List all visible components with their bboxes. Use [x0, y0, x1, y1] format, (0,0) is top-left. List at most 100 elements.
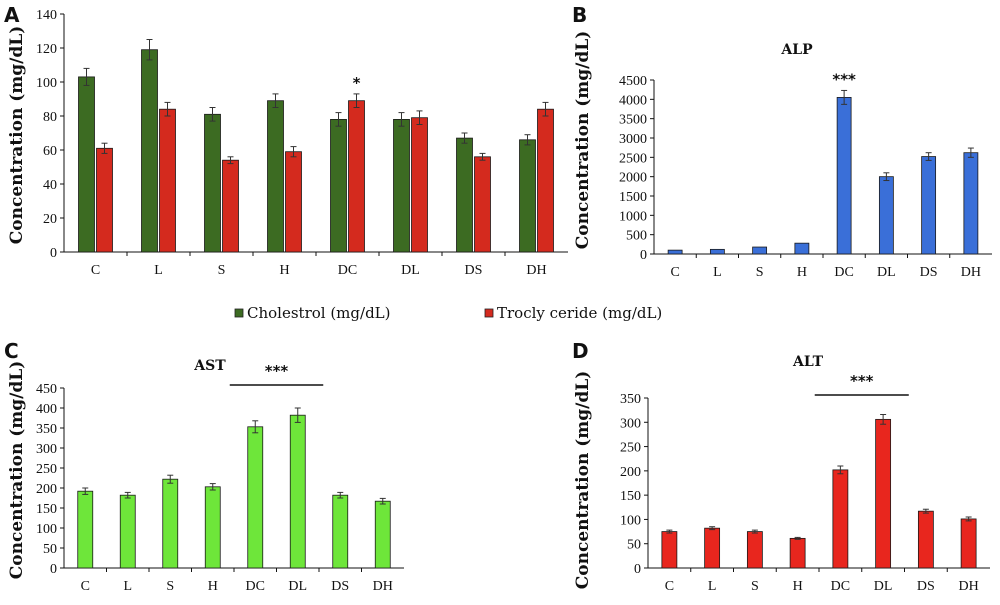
panel-a-ytick-label: 120	[36, 42, 57, 57]
panel-b-ytick-label: 500	[626, 229, 647, 244]
panel-b-significance-label: ***	[832, 70, 856, 88]
panel-b-xtick-label: L	[713, 265, 722, 280]
panel-b-bar	[794, 242, 810, 255]
panel-c-title: AST	[193, 358, 226, 374]
panel-a-xtick-label: H	[279, 263, 289, 278]
panel-a-bar	[267, 100, 284, 253]
panel-a-bar	[285, 151, 302, 253]
panel-c-xtick-label: DS	[331, 579, 349, 594]
panel-a-legend: Cholestrol (mg/dL) Trocly ceride (mg/dL)	[234, 304, 662, 322]
panel-a-bar	[537, 108, 554, 253]
panel-d-bar	[832, 469, 849, 569]
panel-d-ytick-label: 350	[620, 392, 641, 407]
panel-a-bar	[330, 119, 347, 253]
panel-d-ytick-label: 0	[634, 562, 641, 577]
panel-b-xtick-label: H	[797, 265, 807, 280]
panel-d-ytick-label: 300	[620, 416, 641, 431]
panel-a-bar	[204, 113, 221, 253]
panel-c-bar	[204, 486, 221, 569]
panel-a-ytick-label: 80	[43, 110, 57, 125]
legend-swatch-triglyceride	[484, 308, 494, 318]
panel-a-chart: A Concentration (mg/dL) 0 20 40 60 80 100 120 1…	[4, 3, 568, 278]
panel-c-ytick-label: 450	[36, 382, 57, 397]
panel-c-bar	[374, 500, 391, 569]
panel-d-bar	[789, 537, 806, 569]
panel-c-xtick-label: C	[81, 579, 90, 594]
panel-c-chart: C AST Concentration (mg/dL) 0 50 100 150 200…	[4, 339, 404, 594]
panel-c-ytick-label: 0	[50, 562, 57, 577]
panel-d-xtick-label: DC	[831, 579, 850, 594]
panel-c-ytick-label: 250	[36, 462, 57, 477]
panel-c-xtick-label: DC	[246, 579, 265, 594]
panel-c-xtick-label: DH	[373, 579, 393, 594]
panel-b-bar	[752, 246, 768, 255]
panel-d-bar	[917, 510, 934, 569]
panel-d-ylabel: Concentration (mg/dL)	[573, 371, 593, 590]
panel-c-xtick-label: H	[208, 579, 218, 594]
panel-c-ylabel: Concentration (mg/dL)	[7, 361, 27, 580]
panel-b-xtick-label: DC	[834, 265, 853, 280]
panel-d-bar	[746, 531, 763, 569]
panel-d-ytick-label: 250	[620, 441, 641, 456]
panel-d-title: ALT	[792, 354, 824, 370]
panel-c-bar	[247, 426, 264, 569]
panel-d-ytick-label: 200	[620, 465, 641, 480]
panel-c-bar	[332, 494, 349, 569]
panel-a-bar	[78, 76, 95, 253]
panel-a-bar	[474, 156, 491, 253]
panel-d-xtick-label: DS	[917, 579, 935, 594]
panel-a-ytick-label: 140	[36, 8, 57, 23]
panel-b-xtick-label: C	[670, 265, 679, 280]
panel-a-xtick-label: DS	[465, 263, 483, 278]
panel-a-ytick-label: 40	[43, 178, 57, 193]
panel-a-ytick-label: 20	[43, 212, 57, 227]
panel-a-bar	[519, 139, 536, 253]
panel-b-ytick-label: 4500	[619, 74, 647, 89]
panel-c-ytick-label: 50	[43, 542, 57, 557]
panel-b-ytick-label: 1000	[619, 209, 647, 224]
panel-a-xtick-label: S	[218, 263, 226, 278]
panel-d-bar	[875, 418, 892, 569]
panel-b-ytick-label: 3000	[619, 132, 647, 147]
panel-a-bar	[411, 117, 428, 253]
panel-a-xtick-label: DC	[338, 263, 357, 278]
panel-a-ytick-label: 60	[43, 144, 57, 159]
panel-a-bar	[393, 119, 410, 253]
panel-b-bar	[963, 152, 979, 255]
panel-b-bar	[709, 248, 725, 255]
panel-c-label: C	[4, 339, 19, 363]
panel-d-ytick-label: 150	[620, 489, 641, 504]
panel-b-ylabel: Concentration (mg/dL)	[573, 31, 593, 250]
panel-d-chart: D ALT Concentration (mg/dL) 0 50 100 150 200…	[572, 339, 990, 594]
panel-d-bar	[960, 518, 977, 569]
panel-b-ytick-label: 1500	[619, 190, 647, 205]
panel-d-xtick-label: DL	[874, 579, 893, 594]
panel-a-bar	[141, 49, 158, 253]
panel-d-xtick-label: C	[665, 579, 674, 594]
panel-c-ytick-label: 350	[36, 422, 57, 437]
panel-b-bar	[836, 97, 852, 255]
panel-c-ytick-label: 400	[36, 402, 57, 417]
panel-b-xtick-label: S	[756, 265, 764, 280]
panel-b-bar	[921, 156, 937, 255]
panel-c-ytick-label: 200	[36, 482, 57, 497]
panel-a-label: A	[4, 3, 20, 27]
panel-c-bar	[119, 494, 136, 569]
panel-c-xtick-label: L	[123, 579, 132, 594]
panel-a-ytick-label: 0	[50, 246, 57, 261]
panel-a-ytick-label: 100	[36, 76, 57, 91]
panel-b-ytick-label: 0	[640, 248, 647, 263]
panel-a-ylabel: Concentration (mg/dL)	[7, 26, 27, 245]
panel-c-ytick-label: 100	[36, 522, 57, 537]
panel-b-bar	[878, 176, 894, 255]
panel-a-bar	[96, 147, 113, 253]
panel-c-bar	[162, 478, 179, 569]
panel-a-xtick-label: L	[154, 263, 163, 278]
panel-c-significance-label: ***	[265, 362, 289, 380]
panel-b-ytick-label: 2000	[619, 171, 647, 186]
legend-swatch-cholesterol	[234, 308, 244, 318]
panel-c-xtick-label: S	[166, 579, 174, 594]
panel-d-xtick-label: L	[708, 579, 717, 594]
panel-d-ytick-label: 100	[620, 513, 641, 528]
